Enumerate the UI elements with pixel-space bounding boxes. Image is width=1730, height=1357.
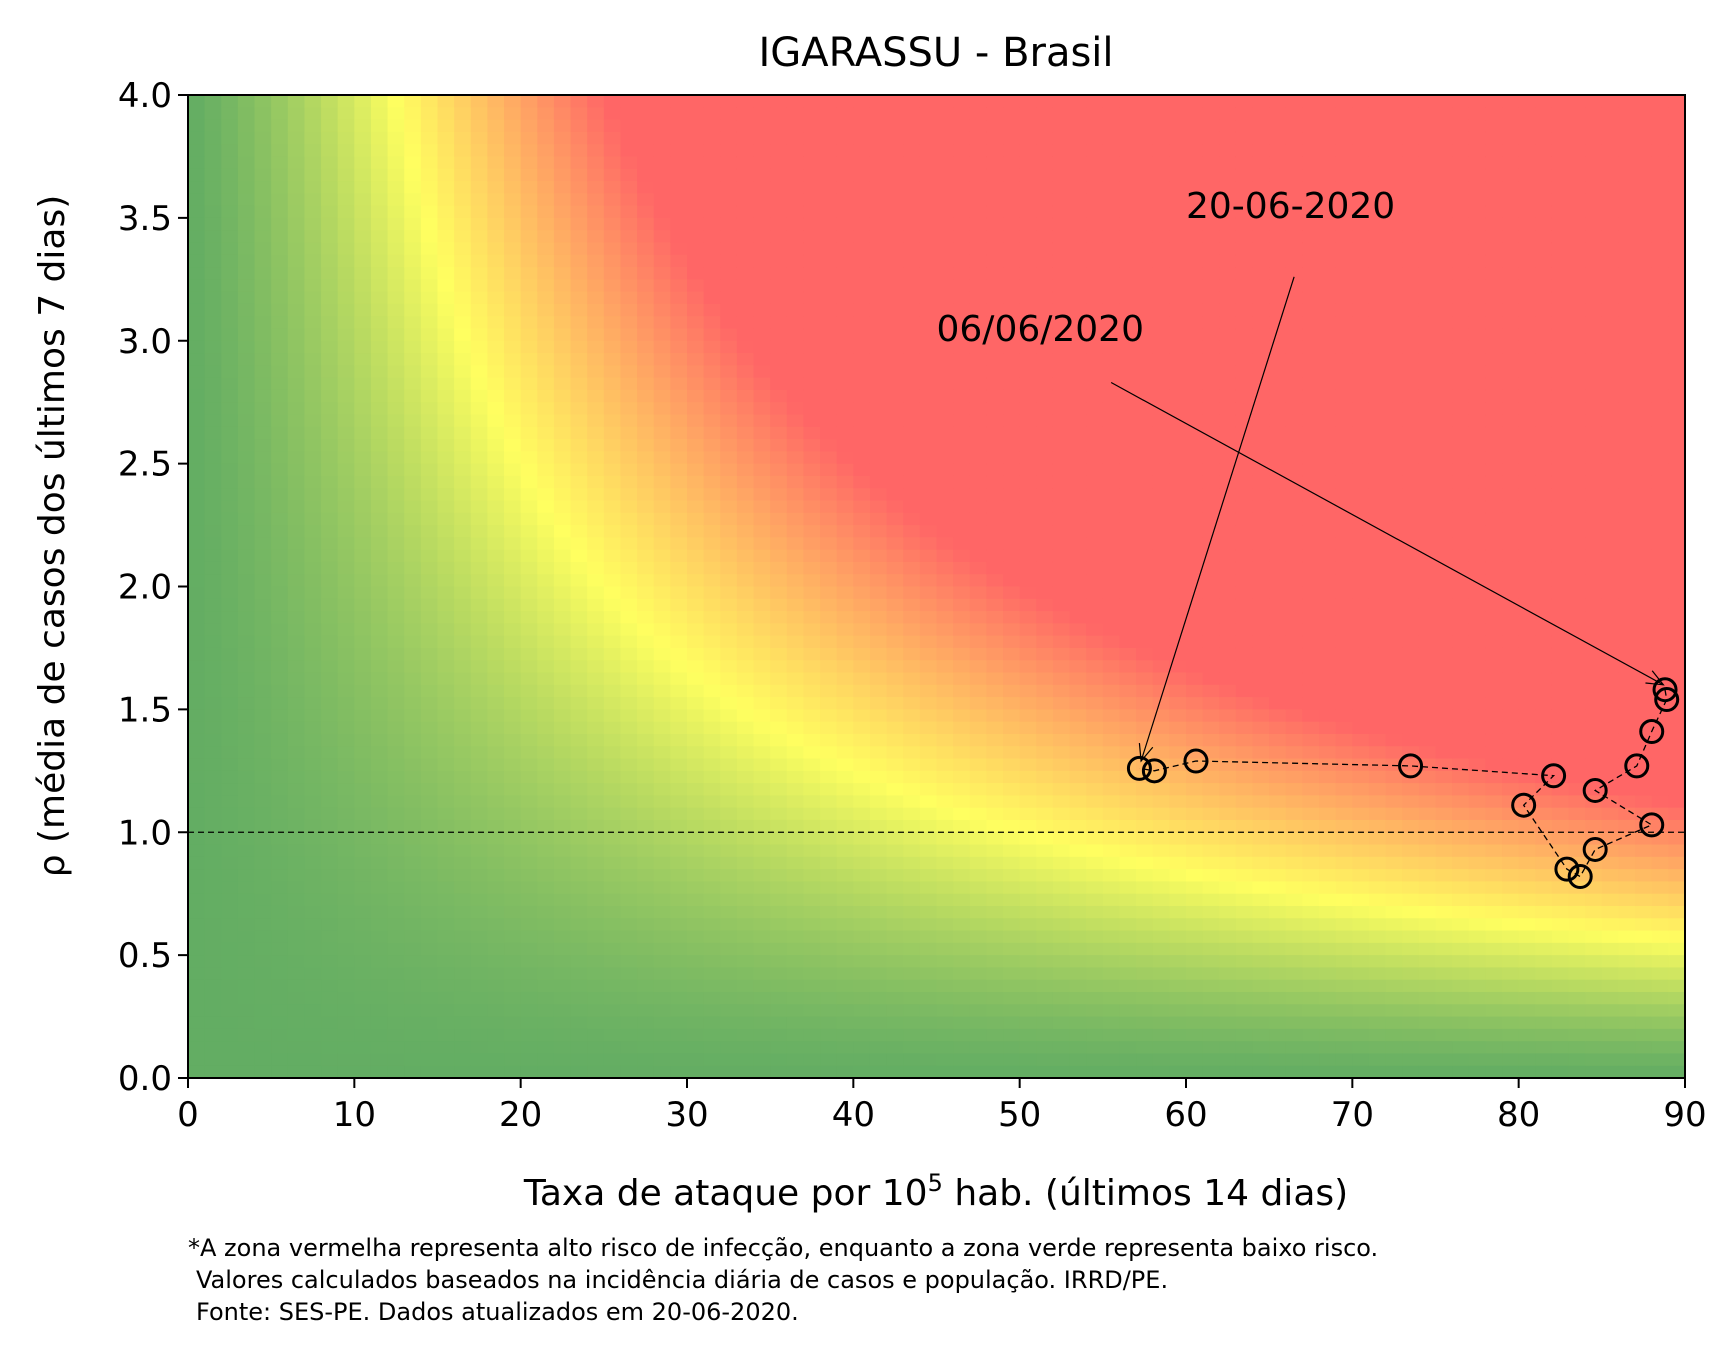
x-tick-label: 20 — [499, 1095, 542, 1135]
y-axis-label: ρ (média de casos dos últimos 7 dias) — [32, 195, 73, 878]
x-tick-label: 60 — [1164, 1095, 1207, 1135]
data-point — [1141, 758, 1167, 784]
y-tick-label: 1.0 — [118, 813, 172, 853]
y-tick-label: 2.5 — [118, 445, 172, 485]
chart-title: IGARASSU - Brasil — [758, 30, 1113, 76]
footnote-line-3: Fonte: SES-PE. Dados atualizados em 20-0… — [196, 1298, 799, 1326]
data-point — [1639, 812, 1665, 838]
data-point — [1554, 856, 1580, 882]
y-tick-label: 0.5 — [118, 936, 172, 976]
x-tick-label: 30 — [665, 1095, 708, 1135]
data-point — [1582, 777, 1608, 803]
y-tick-label: 0.0 — [118, 1059, 172, 1099]
data-point — [1582, 836, 1608, 862]
annotations: 06/06/2020 20-06-2020 — [937, 186, 1665, 763]
data-points — [1126, 677, 1680, 889]
y-tick-label: 1.5 — [118, 690, 172, 730]
x-axis-label: Taxa de ataque por 105 hab. (últimos 14 … — [523, 1169, 1348, 1214]
data-point — [1652, 677, 1678, 703]
data-point — [1624, 753, 1650, 779]
data-point — [1541, 763, 1567, 789]
x-tick-label: 70 — [1331, 1095, 1374, 1135]
x-tick-label: 80 — [1497, 1095, 1540, 1135]
annotation-label: 06/06/2020 — [937, 309, 1145, 350]
annotation-arrow — [1140, 276, 1295, 762]
data-point — [1567, 863, 1593, 889]
y-axis: 0.0 0.5 1.0 1.5 2.0 2.5 3.0 3.5 4.0 — [118, 76, 188, 1099]
risk-heatmap — [188, 95, 1685, 1078]
x-tick-label: 40 — [832, 1095, 875, 1135]
y-tick-label: 2.0 — [118, 568, 172, 608]
annotation-arrow — [1110, 382, 1664, 686]
x-tick-label: 90 — [1663, 1095, 1706, 1135]
annotation-label: 20-06-2020 — [1186, 186, 1395, 227]
annotation-arrowhead — [1138, 743, 1154, 763]
y-tick-label: 3.5 — [118, 199, 172, 239]
y-tick-label: 3.0 — [118, 322, 172, 362]
data-point — [1639, 718, 1665, 744]
footnote-line-1: *A zona vermelha representa alto risco d… — [188, 1234, 1379, 1262]
annotation-arrowhead — [1645, 670, 1665, 686]
footnote-line-2: Valores calculados baseados na incidênci… — [196, 1266, 1169, 1294]
x-tick-label: 50 — [998, 1095, 1041, 1135]
data-point — [1126, 755, 1152, 781]
x-tick-label: 10 — [333, 1095, 376, 1135]
trajectory-line — [1139, 689, 1668, 878]
data-point — [1183, 748, 1209, 774]
data-point — [1511, 792, 1537, 818]
data-point — [1654, 687, 1680, 713]
data-point — [1398, 753, 1424, 779]
y-tick-label: 4.0 — [118, 76, 172, 116]
x-axis: 0 10 20 30 40 50 60 70 80 90 — [177, 1078, 1707, 1135]
risk-chart: 06/06/2020 20-06-2020 0 10 20 30 40 50 60 70 80 90… — [32, 30, 1707, 1214]
x-tick-label: 0 — [177, 1095, 199, 1135]
